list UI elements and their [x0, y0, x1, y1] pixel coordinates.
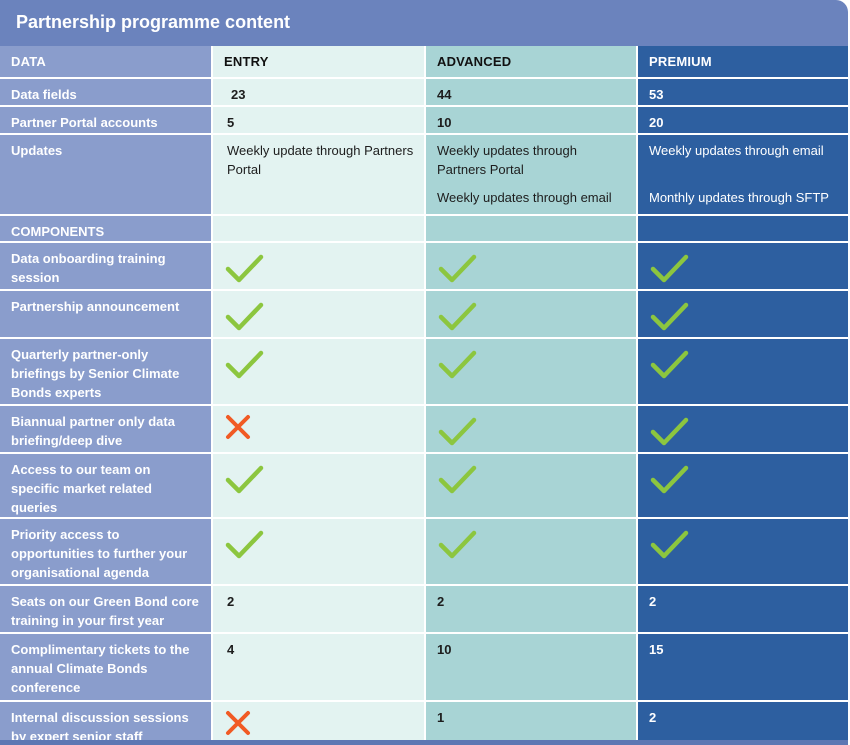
- entry-updates: Weekly update through Partners Portal: [212, 134, 426, 216]
- row-label: Priority access to opportunities to furt…: [0, 518, 213, 586]
- check-icon: [225, 254, 264, 283]
- advanced-mark: [425, 290, 638, 339]
- premium-mark: [637, 242, 848, 291]
- page-title: Partnership programme content: [16, 12, 291, 32]
- table-row: Priority access to opportunities to furt…: [0, 518, 848, 586]
- check-icon: [438, 302, 477, 331]
- premium-value: 2: [637, 585, 848, 634]
- check-icon: [438, 254, 477, 283]
- update-note: Weekly updates through email: [649, 143, 824, 158]
- entry-value: 23: [212, 78, 426, 107]
- premium-mark: [637, 338, 848, 406]
- advanced-updates: Weekly updates through Partners Portal W…: [425, 134, 638, 216]
- row-label: Internal discussion sessions by expert s…: [0, 701, 213, 745]
- check-icon: [438, 465, 477, 494]
- table-row: Seats on our Green Bond core training in…: [0, 585, 848, 634]
- entry-value: 4: [212, 633, 426, 702]
- cross-icon: [226, 711, 250, 735]
- premium-mark: [637, 453, 848, 519]
- table-row: Data onboarding training session: [0, 242, 848, 291]
- row-label: Data onboarding training session: [0, 242, 213, 291]
- advanced-mark: [425, 405, 638, 454]
- header-row: DATA ENTRY ADVANCED PREMIUM: [0, 46, 848, 79]
- entry-mark: [212, 405, 426, 454]
- check-icon: [438, 417, 477, 446]
- update-note: Monthly updates through SFTP: [649, 190, 829, 205]
- check-icon: [438, 350, 477, 379]
- entry-mark: [212, 701, 426, 745]
- table-row: Complimentary tickets to the annual Clim…: [0, 633, 848, 702]
- table-row: Biannual partner only data briefing/deep…: [0, 405, 848, 454]
- row-label: Seats on our Green Bond core training in…: [0, 585, 213, 634]
- premium-value: 2: [637, 701, 848, 745]
- check-icon: [225, 302, 264, 331]
- premium-value: 20: [637, 106, 848, 135]
- check-icon: [650, 465, 689, 494]
- premium-value: 53: [637, 78, 848, 107]
- header-advanced: ADVANCED: [425, 46, 638, 79]
- check-icon: [225, 465, 264, 494]
- advanced-mark: [425, 453, 638, 519]
- check-icon: [225, 530, 264, 559]
- check-icon: [650, 254, 689, 283]
- check-icon: [650, 350, 689, 379]
- premium-updates: Weekly updates through email Monthly upd…: [637, 134, 848, 216]
- premium-mark: [637, 518, 848, 586]
- entry-mark: [212, 518, 426, 586]
- row-label: Updates: [0, 134, 213, 216]
- premium-value: 15: [637, 633, 848, 702]
- advanced-mark: [425, 338, 638, 406]
- entry-value: 5: [212, 106, 426, 135]
- row-label: Data fields: [0, 78, 213, 107]
- table-row: Updates Weekly update through Partners P…: [0, 134, 848, 216]
- header-premium: PREMIUM: [637, 46, 848, 79]
- check-icon: [650, 302, 689, 331]
- entry-mark: [212, 290, 426, 339]
- row-label: Partnership announcement: [0, 290, 213, 339]
- row-label: Complimentary tickets to the annual Clim…: [0, 633, 213, 702]
- row-label: Partner Portal accounts: [0, 106, 213, 135]
- section-row: COMPONENTS: [0, 215, 848, 243]
- row-label: Quarterly partner-only briefings by Seni…: [0, 338, 213, 406]
- premium-mark: [637, 290, 848, 339]
- cross-icon: [226, 415, 250, 439]
- entry-mark: [212, 242, 426, 291]
- update-note: Weekly updates through Partners Portal: [437, 143, 577, 177]
- row-label: Biannual partner only data briefing/deep…: [0, 405, 213, 454]
- update-note: Weekly updates through email: [437, 190, 612, 205]
- header-data: DATA: [0, 46, 213, 79]
- table-row: Access to our team on specific market re…: [0, 453, 848, 519]
- premium-mark: [637, 405, 848, 454]
- advanced-value: 10: [425, 106, 638, 135]
- check-icon: [438, 530, 477, 559]
- table-row: Quarterly partner-only briefings by Seni…: [0, 338, 848, 406]
- entry-mark: [212, 338, 426, 406]
- advanced-mark: [425, 518, 638, 586]
- advanced-value: 10: [425, 633, 638, 702]
- advanced-value: 1: [425, 701, 638, 745]
- check-icon: [650, 417, 689, 446]
- advanced-value: 44: [425, 78, 638, 107]
- section-label: COMPONENTS: [0, 215, 213, 243]
- table-row: Data fields 23 44 53: [0, 78, 848, 107]
- update-note: Weekly update through Partners Portal: [227, 143, 414, 177]
- programme-table: DATA ENTRY ADVANCED PREMIUM Data fields …: [0, 46, 848, 745]
- header-entry: ENTRY: [212, 46, 426, 79]
- bottom-band: [0, 740, 848, 745]
- advanced-value: 2: [425, 585, 638, 634]
- check-icon: [225, 350, 264, 379]
- advanced-mark: [425, 242, 638, 291]
- table-row: Partnership announcement: [0, 290, 848, 339]
- table-row: Internal discussion sessions by expert s…: [0, 701, 848, 745]
- entry-value: 2: [212, 585, 426, 634]
- table-row: Partner Portal accounts 5 10 20: [0, 106, 848, 135]
- check-icon: [650, 530, 689, 559]
- entry-mark: [212, 453, 426, 519]
- row-label: Access to our team on specific market re…: [0, 453, 213, 519]
